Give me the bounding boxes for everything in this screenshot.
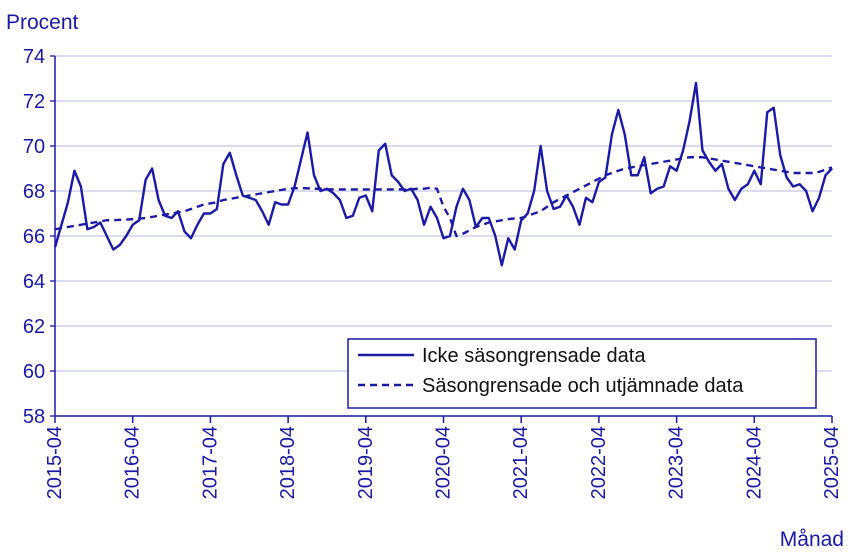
x-tick-label: 2020-04 xyxy=(433,426,455,499)
grid-lines xyxy=(55,55,832,372)
y-tick-label: 74 xyxy=(23,46,45,68)
legend-label-icke-sasongrensade: Icke säsongrensade data xyxy=(422,345,646,367)
y-tick-label: 72 xyxy=(23,91,45,113)
y-tick-label: 70 xyxy=(23,136,45,158)
x-tick-label: 2021-04 xyxy=(510,426,532,499)
y-tick-label: 60 xyxy=(23,361,45,383)
y-tick-label: 58 xyxy=(23,406,45,428)
y-axis-tick-labels: 58 60 62 64 66 68 70 72 74 xyxy=(23,46,55,428)
y-tick-label: 66 xyxy=(23,226,45,248)
x-axis-tick-labels: 2015-04 2016-04 2017-04 2018-04 2019-04 2020-… xyxy=(44,416,843,499)
x-tick-label: 2019-04 xyxy=(355,426,377,499)
legend: Icke säsongrensade data Säsongrensade oc… xyxy=(347,338,817,409)
x-tick-label: 2016-04 xyxy=(122,426,144,499)
y-tick-label: 64 xyxy=(23,271,45,293)
series-layer xyxy=(53,81,833,267)
y-tick-label: 62 xyxy=(23,316,45,338)
x-tick-label: 2022-04 xyxy=(588,426,610,499)
x-tick-label: 2017-04 xyxy=(199,426,221,499)
y-tick-label: 68 xyxy=(23,181,45,203)
x-tick-label: 2018-04 xyxy=(277,426,299,499)
legend-label-sasongrensade-utjamnade: Säsongrensade och utjämnade data xyxy=(422,375,744,397)
x-axis-title: Månad xyxy=(780,528,844,551)
x-tick-label: 2025-04 xyxy=(821,426,843,499)
x-tick-label: 2015-04 xyxy=(44,426,66,499)
legend-box xyxy=(347,338,817,409)
series-line-sasongrensade-utjamnade xyxy=(54,156,833,238)
x-tick-label: 2024-04 xyxy=(743,426,765,499)
y-axis-title: Procent xyxy=(6,11,79,34)
x-tick-label: 2023-04 xyxy=(666,426,688,499)
series-line-icke-sasongrensade xyxy=(53,81,833,267)
